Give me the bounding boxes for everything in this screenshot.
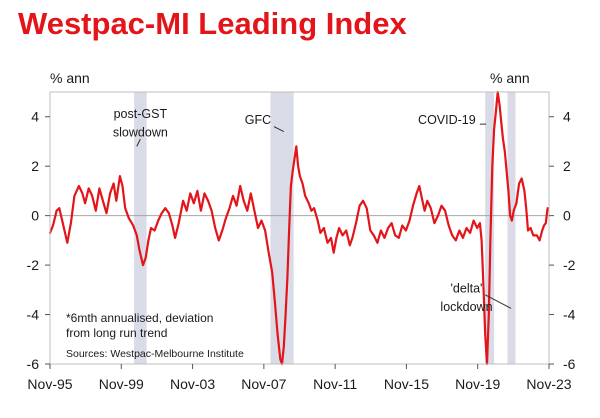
y-tick-label-left: 0 [31,208,39,224]
chart-title: Westpac-MI Leading Index [18,6,407,41]
y-tick-label-left: -6 [27,356,40,372]
x-tick-label: Nov-03 [170,376,215,392]
left-axis-unit-label: % ann [50,70,90,86]
y-tick-label-left: -2 [27,257,40,273]
plot-frame [49,91,550,365]
annotation-label: 'delta' [451,281,483,295]
annotation-pointer [273,126,285,133]
x-tick-label: Nov-99 [99,376,144,392]
y-tick-label-left: 4 [31,109,39,125]
y-tick-label-left: -4 [27,307,40,323]
y-tick-label-right: 0 [563,208,571,224]
shaded-period-1 [134,92,147,364]
annotation-label: lockdown [440,300,492,314]
x-tick-label: Nov-19 [455,376,500,392]
y-tick-label-right: -4 [563,307,576,323]
footnote-line-1: *6mth annualised, deviation [66,311,213,325]
footnote-line-2: from long run trend [66,326,167,340]
shaded-period-4 [507,92,516,364]
x-tick-label: Nov-23 [526,376,571,392]
x-tick-label: Nov-11 [313,376,357,392]
annotation-label: COVID-19 [418,113,476,127]
annotation-pointer [136,138,141,147]
annotation-label: post-GST [114,107,168,121]
annotation-label: slowdown [113,126,168,140]
annotations: post-GST slowdown GFC COVID-19 'delta' lockdo… [113,107,512,314]
x-tick-label: Nov-07 [241,376,286,392]
shaded-period-2 [270,92,294,364]
axis-ticks: 4 4 2 2 0 0 -2 -2 -4 -4 -6 -6 Nov-95 Nov-99 Nov-03 Nov-… [27,109,576,392]
y-tick-label-right: 4 [563,109,571,125]
x-tick-label: Nov-15 [384,376,429,392]
x-tick-label: Nov-95 [27,376,72,392]
y-tick-label-right: 2 [563,158,571,174]
y-tick-label-right: -2 [563,257,576,273]
series-line-1 [48,90,549,366]
annotation-pointer [484,294,512,309]
source-note: Sources: Westpac-Melbourne Institute [66,348,244,360]
y-tick-label-left: 2 [31,158,39,174]
right-axis-unit-label: % ann [490,70,530,86]
series-layer [48,90,549,366]
y-tick-label-right: -6 [563,356,576,372]
annotation-label: GFC [245,113,271,127]
